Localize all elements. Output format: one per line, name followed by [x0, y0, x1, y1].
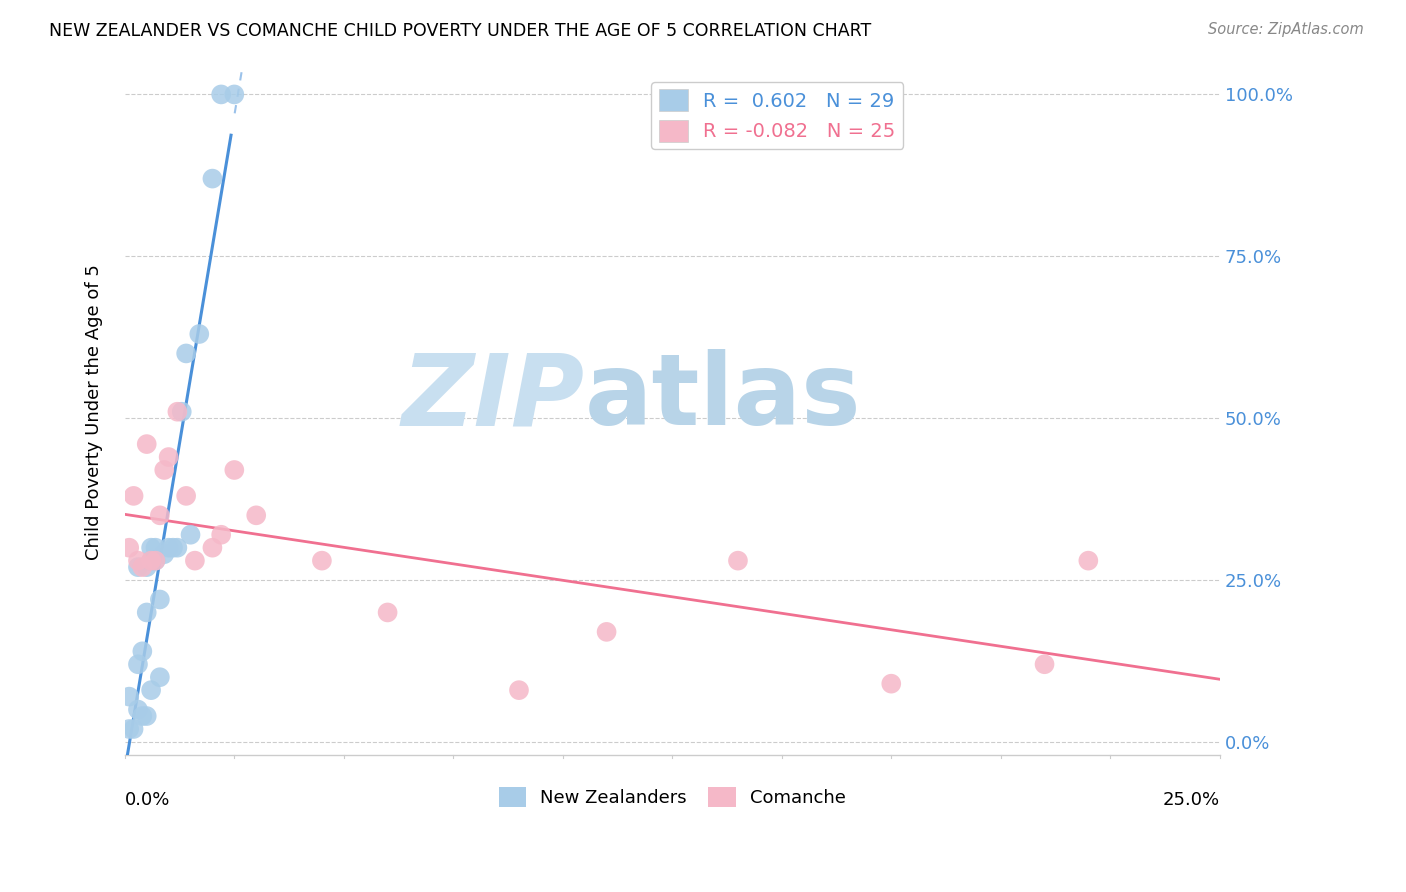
Point — [149, 670, 172, 684]
Point — [135, 709, 157, 723]
Point — [149, 592, 172, 607]
Point — [166, 541, 188, 555]
Point — [727, 554, 749, 568]
Point — [174, 489, 197, 503]
Point — [135, 560, 157, 574]
Text: NEW ZEALANDER VS COMANCHE CHILD POVERTY UNDER THE AGE OF 5 CORRELATION CHART: NEW ZEALANDER VS COMANCHE CHILD POVERTY … — [49, 22, 872, 40]
Point — [118, 722, 141, 736]
Point — [880, 676, 903, 690]
Point — [131, 644, 153, 658]
Point — [166, 405, 188, 419]
Point — [135, 606, 157, 620]
Point — [122, 722, 145, 736]
Point — [508, 683, 530, 698]
Text: ZIP: ZIP — [402, 350, 585, 447]
Text: Source: ZipAtlas.com: Source: ZipAtlas.com — [1208, 22, 1364, 37]
Point — [118, 541, 141, 555]
Point — [153, 547, 176, 561]
Point — [595, 624, 617, 639]
Point — [153, 463, 176, 477]
Point — [157, 541, 180, 555]
Point — [131, 709, 153, 723]
Point — [127, 657, 149, 672]
Point — [149, 508, 172, 523]
Text: 25.0%: 25.0% — [1163, 790, 1220, 808]
Point — [145, 554, 167, 568]
Point — [127, 554, 149, 568]
Point — [122, 489, 145, 503]
Point — [157, 450, 180, 464]
Point — [145, 541, 167, 555]
Point — [170, 405, 193, 419]
Point — [174, 346, 197, 360]
Point — [224, 87, 246, 102]
Y-axis label: Child Poverty Under the Age of 5: Child Poverty Under the Age of 5 — [86, 264, 103, 559]
Text: 0.0%: 0.0% — [125, 790, 170, 808]
Point — [209, 527, 232, 541]
Point — [118, 690, 141, 704]
Point — [139, 554, 162, 568]
Legend: New Zealanders, Comanche: New Zealanders, Comanche — [492, 780, 853, 814]
Text: atlas: atlas — [585, 350, 862, 447]
Point — [245, 508, 267, 523]
Point — [224, 463, 246, 477]
Point — [201, 541, 224, 555]
Point — [201, 171, 224, 186]
Point — [139, 683, 162, 698]
Point — [377, 606, 399, 620]
Point — [127, 560, 149, 574]
Point — [184, 554, 207, 568]
Point — [127, 702, 149, 716]
Point — [145, 554, 167, 568]
Point — [180, 527, 202, 541]
Point — [311, 554, 333, 568]
Point — [139, 554, 162, 568]
Point — [139, 541, 162, 555]
Point — [209, 87, 232, 102]
Point — [131, 560, 153, 574]
Point — [1077, 554, 1099, 568]
Point — [162, 541, 184, 555]
Point — [1033, 657, 1056, 672]
Point — [135, 437, 157, 451]
Point — [188, 326, 211, 341]
